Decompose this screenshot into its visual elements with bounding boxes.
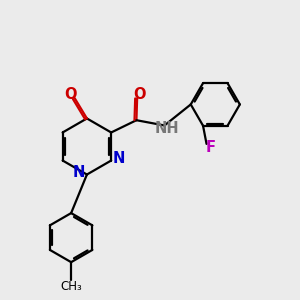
Text: N: N: [113, 151, 125, 166]
Text: NH: NH: [155, 121, 180, 136]
Text: F: F: [206, 140, 216, 155]
Text: N: N: [73, 165, 85, 180]
Text: O: O: [133, 88, 146, 103]
Text: O: O: [64, 87, 77, 102]
Text: CH₃: CH₃: [60, 280, 82, 293]
